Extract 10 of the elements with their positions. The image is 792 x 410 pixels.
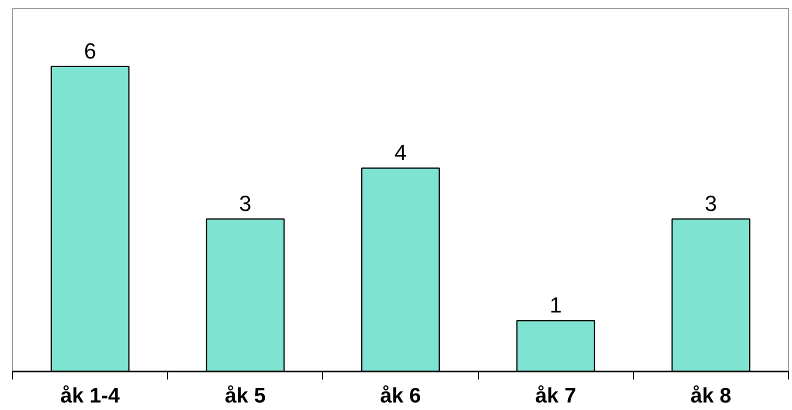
data-label: 6 [84,38,96,64]
x-tick-label: åk 1-4 [60,384,120,408]
data-label: 1 [550,292,562,318]
x-tick-label: åk 8 [690,384,732,408]
x-tick-label: åk 6 [380,384,421,408]
data-label: 4 [394,140,407,166]
x-tick-label: åk 7 [535,384,576,408]
x-tick-label: åk 5 [224,384,266,408]
data-label: 3 [239,190,252,216]
data-label: 3 [704,190,718,216]
